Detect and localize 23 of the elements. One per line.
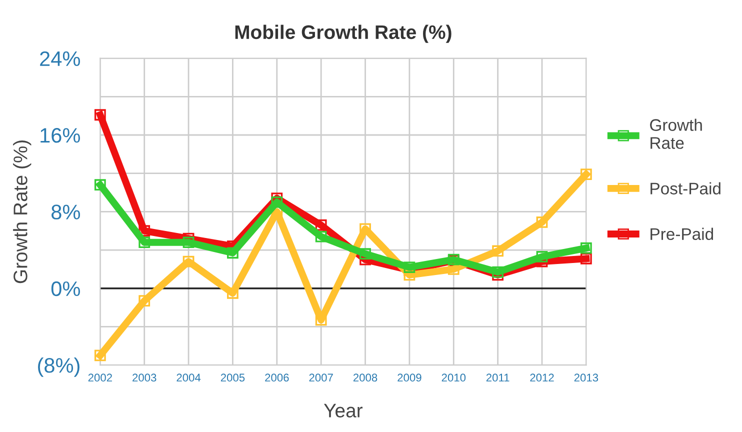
y-axis-title: Growth Rate (%) xyxy=(13,140,32,284)
x-tick-label: 2002 xyxy=(88,374,112,382)
x-tick-label: 2009 xyxy=(398,374,422,382)
x-tick-label: 2004 xyxy=(176,374,201,382)
x-tick-label: 2005 xyxy=(220,374,245,382)
x-tick-label: 2008 xyxy=(353,374,378,382)
y-tick-label: 24% xyxy=(40,51,80,66)
x-tick-label: 2013 xyxy=(574,374,598,382)
y-tick-label: (8%) xyxy=(38,357,80,377)
y-tick-label: 16% xyxy=(40,128,80,143)
x-axis-title: Year xyxy=(324,404,362,418)
y-tick-label: 0% xyxy=(51,281,80,296)
legend-label: Pre-Paid xyxy=(650,228,714,240)
x-tick-label: 2007 xyxy=(309,374,333,382)
legend-label: Growth Rate xyxy=(650,118,702,149)
x-tick-label: 2003 xyxy=(132,374,156,382)
chart-title: Mobile Growth Rate (%) xyxy=(235,24,452,43)
x-tick-label: 2010 xyxy=(442,374,466,382)
legend-label: Post-Paid xyxy=(650,182,720,194)
x-tick-label: 2012 xyxy=(530,374,554,382)
y-tick-label: 8% xyxy=(52,204,80,220)
x-tick-label: 2011 xyxy=(486,374,510,382)
x-tick-label: 2006 xyxy=(265,374,289,382)
